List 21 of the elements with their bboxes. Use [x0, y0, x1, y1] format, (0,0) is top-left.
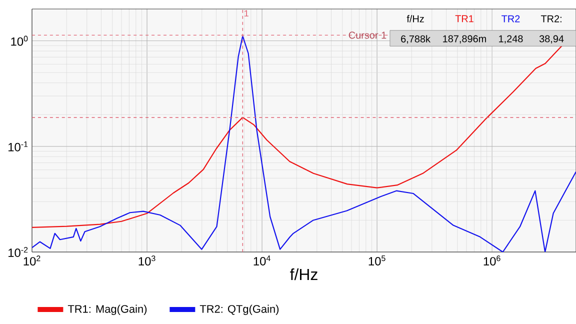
legend-label: TR1: Mag(Gain) — [68, 304, 147, 315]
legend-label: TR2: QTg(Gain) — [200, 304, 279, 315]
annotation: 187,896m — [443, 35, 486, 44]
x-tick-label: 10$^{5}$ — [368, 256, 386, 266]
x-tick-label: 10$^{6}$ — [484, 256, 500, 266]
y-tick-label: 10$^{-1}$ — [8, 141, 28, 152]
x-tick-label: 10$^{3}$ — [138, 256, 156, 266]
x-tick-label: 10$^{4}$ — [254, 256, 270, 266]
y-tick-label: 10$^{-2}$ — [8, 246, 28, 258]
annotation: TR2 — [502, 15, 520, 22]
x-tick-label: 10$^{2}$ — [24, 256, 40, 266]
y-tick-label: 10$^{0}$ — [11, 36, 28, 46]
annotation: TR1 — [455, 15, 474, 22]
annotation: 6,788k — [401, 35, 430, 44]
x-axis-title: f/Hz — [290, 268, 318, 280]
annotation: 38,94 — [539, 35, 564, 44]
annotation: f/Hz — [406, 15, 424, 22]
annotation: 1,248 — [499, 35, 523, 44]
ref-line-label: Cursor 1 — [348, 32, 386, 39]
annotation: 1 — [244, 10, 248, 16]
annotation: TR2: — [540, 15, 562, 22]
